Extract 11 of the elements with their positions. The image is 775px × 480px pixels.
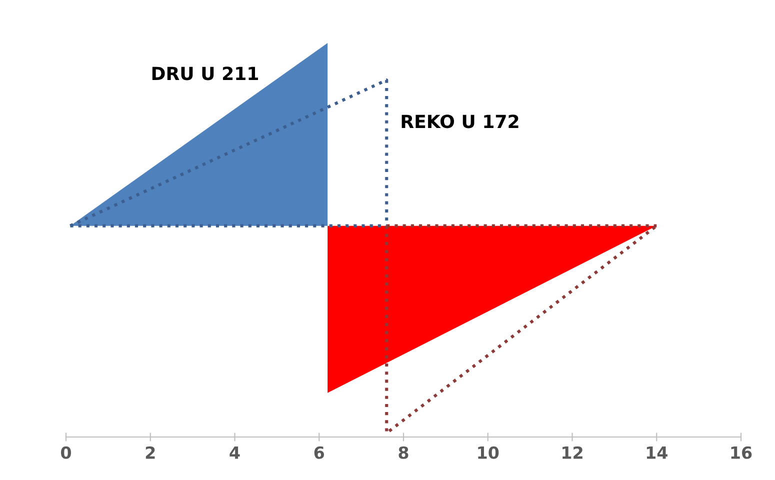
x-tick-label: 0 — [61, 446, 71, 459]
annotation: DRU U 211 — [152, 66, 258, 80]
x-tick-label: 2 — [146, 446, 155, 459]
x-tick-label: 4 — [230, 446, 240, 459]
x-tick-label: 8 — [398, 446, 408, 459]
annotation: REKO U 172 — [402, 114, 518, 128]
x-tick-label: 10 — [478, 446, 499, 459]
x-tick-label: 16 — [731, 446, 752, 459]
x-tick-label: 6 — [314, 446, 324, 459]
x-tick-label: 12 — [562, 446, 582, 459]
x-tick-label: 14 — [646, 446, 668, 459]
